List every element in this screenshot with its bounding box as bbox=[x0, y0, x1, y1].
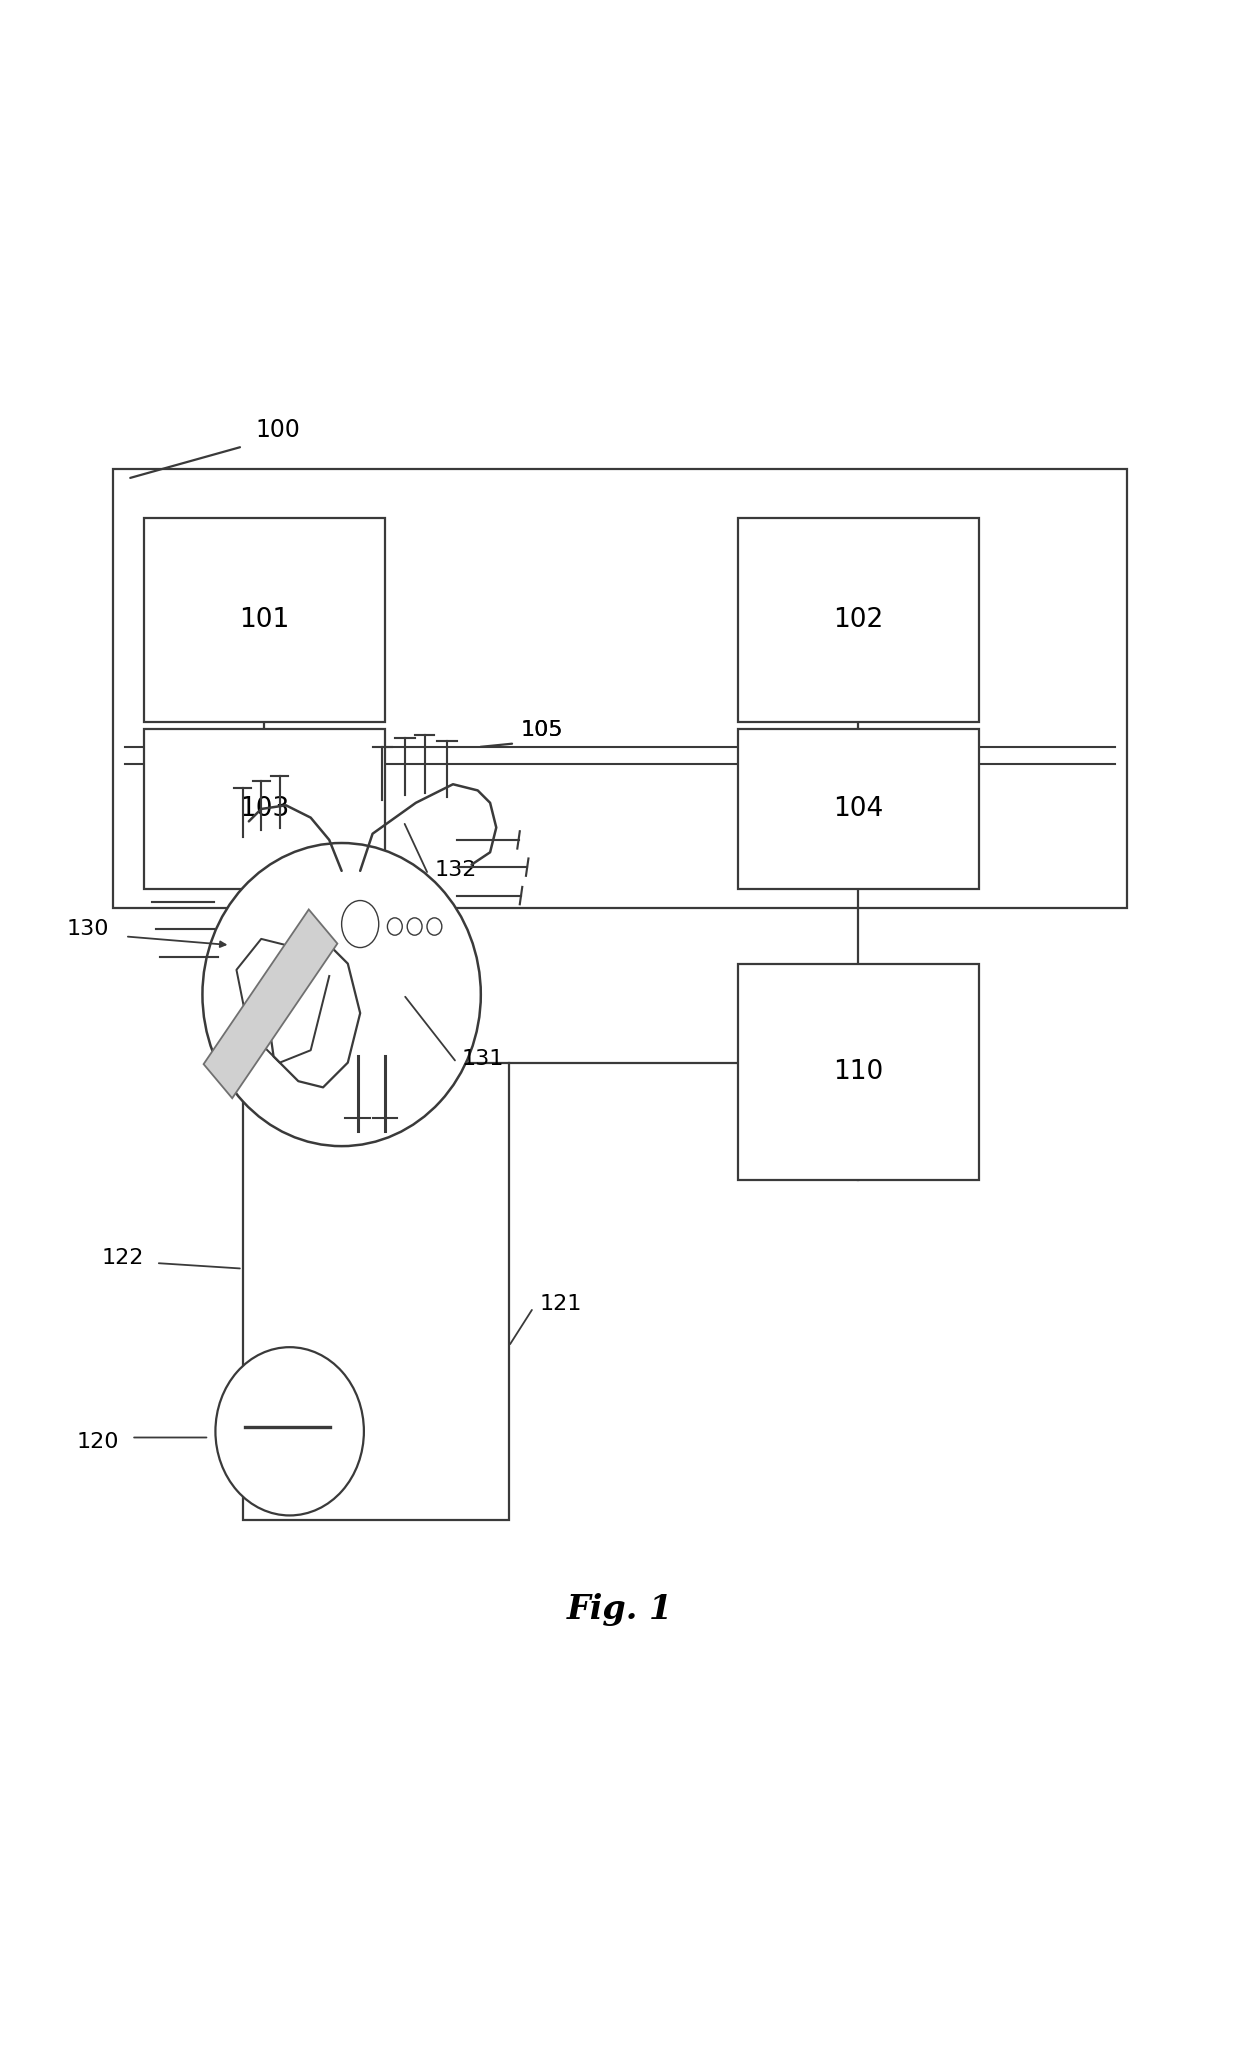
Text: 101: 101 bbox=[239, 607, 289, 634]
Bar bbox=[738, 964, 978, 1179]
Text: 120: 120 bbox=[77, 1432, 119, 1452]
Text: 102: 102 bbox=[833, 607, 883, 634]
Bar bbox=[113, 470, 1127, 909]
Ellipse shape bbox=[387, 919, 402, 935]
Ellipse shape bbox=[202, 843, 481, 1147]
Bar bbox=[144, 728, 384, 890]
Text: Fig. 1: Fig. 1 bbox=[567, 1594, 673, 1626]
Text: 105: 105 bbox=[521, 720, 564, 740]
Bar bbox=[144, 519, 384, 722]
Text: 103: 103 bbox=[239, 796, 289, 822]
Bar bbox=[738, 728, 978, 890]
Bar bbox=[243, 1062, 508, 1520]
Text: 122: 122 bbox=[102, 1249, 144, 1268]
Ellipse shape bbox=[216, 1348, 363, 1516]
Text: 132: 132 bbox=[434, 859, 477, 880]
Text: 121: 121 bbox=[539, 1294, 582, 1315]
Ellipse shape bbox=[427, 919, 441, 935]
Text: 131: 131 bbox=[461, 1048, 503, 1069]
Text: 100: 100 bbox=[255, 418, 300, 441]
Text: 105: 105 bbox=[521, 720, 564, 740]
Polygon shape bbox=[203, 909, 337, 1097]
Bar bbox=[738, 519, 978, 722]
Ellipse shape bbox=[407, 919, 422, 935]
Text: 130: 130 bbox=[67, 919, 109, 939]
Text: 104: 104 bbox=[833, 796, 883, 822]
Ellipse shape bbox=[342, 900, 378, 948]
Text: 110: 110 bbox=[833, 1058, 883, 1085]
